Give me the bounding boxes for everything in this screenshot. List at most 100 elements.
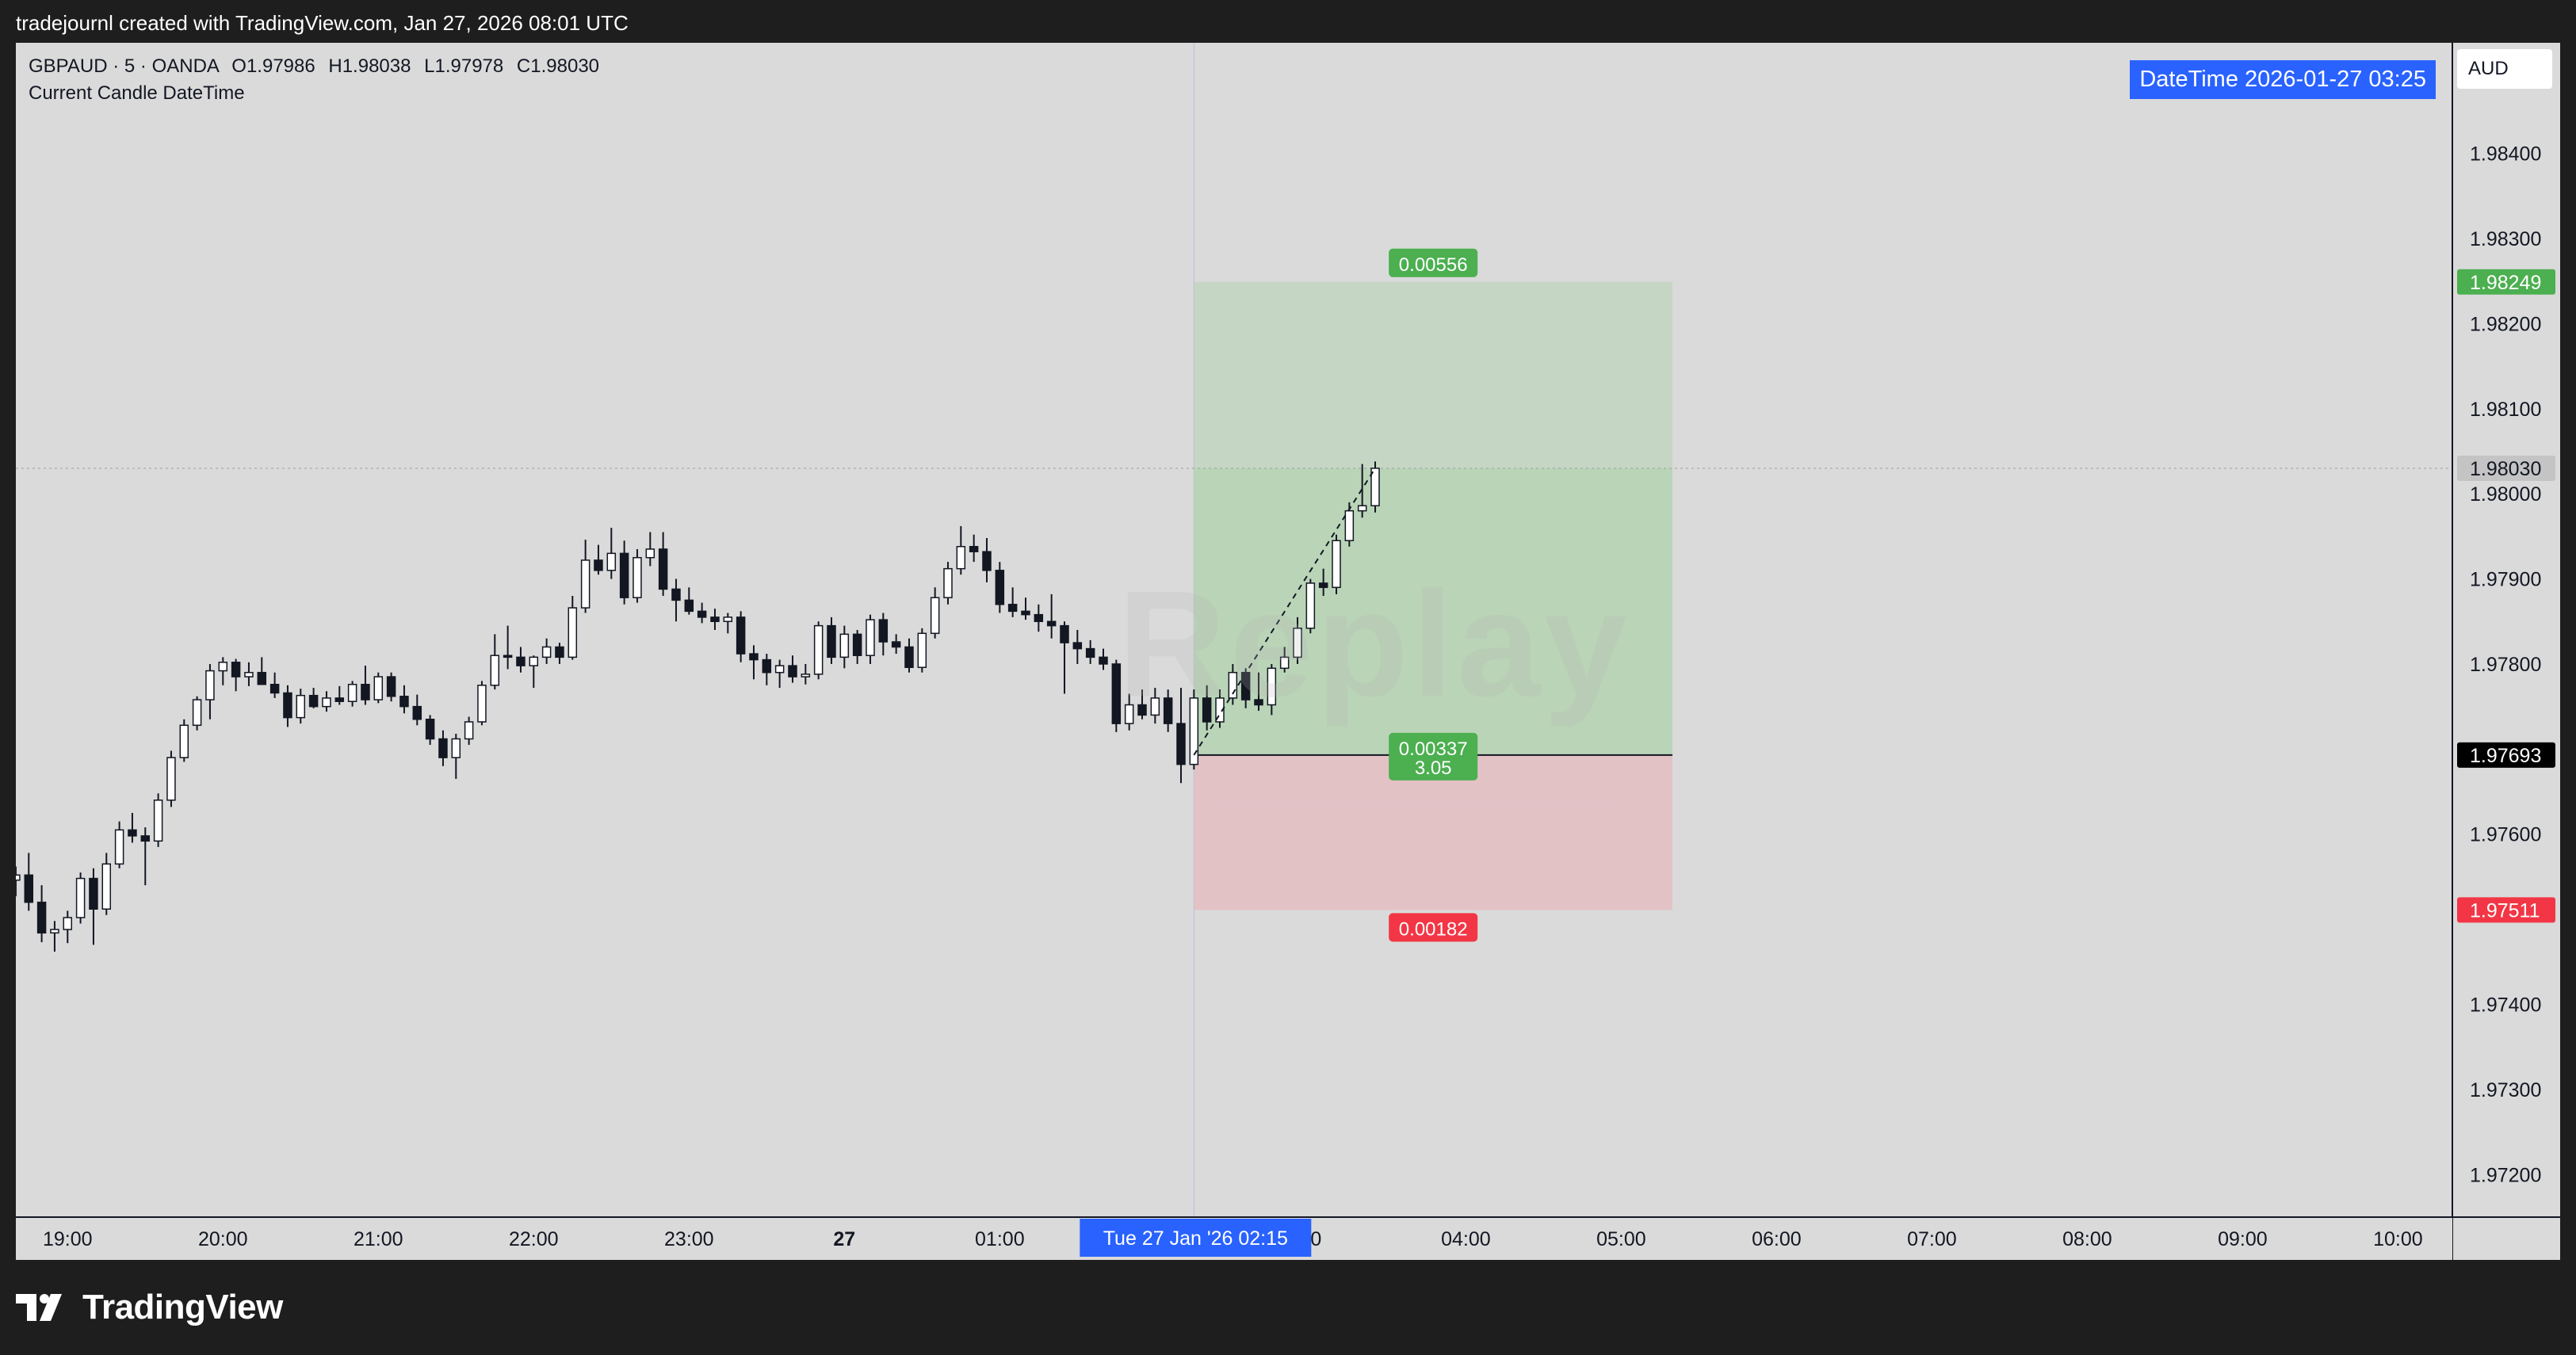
candle-body[interactable] bbox=[904, 646, 914, 669]
candle-body[interactable] bbox=[633, 556, 642, 598]
candle-body[interactable] bbox=[1267, 667, 1277, 706]
candle-body[interactable] bbox=[1357, 505, 1367, 512]
candle-body[interactable] bbox=[128, 829, 137, 837]
candle-body[interactable] bbox=[956, 546, 966, 570]
candle-body[interactable] bbox=[1332, 540, 1341, 589]
candle-body[interactable] bbox=[16, 874, 21, 881]
candle-body[interactable] bbox=[503, 655, 513, 658]
candle-body[interactable] bbox=[710, 616, 720, 623]
loss-zone[interactable] bbox=[1194, 754, 1673, 910]
candle-body[interactable] bbox=[1254, 699, 1263, 706]
candle-body[interactable] bbox=[891, 641, 901, 648]
candle-body[interactable] bbox=[943, 567, 953, 598]
candle-body[interactable] bbox=[568, 607, 578, 658]
candle-body[interactable] bbox=[490, 655, 500, 686]
candle-body[interactable] bbox=[361, 683, 370, 700]
candle-body[interactable] bbox=[114, 829, 124, 865]
candle-body[interactable] bbox=[296, 694, 306, 719]
candle-body[interactable] bbox=[1176, 723, 1186, 765]
candle-body[interactable] bbox=[697, 610, 707, 618]
candle-body[interactable] bbox=[1189, 697, 1199, 765]
candle-body[interactable] bbox=[1060, 624, 1069, 643]
candle-body[interactable] bbox=[244, 671, 254, 678]
candle-body[interactable] bbox=[399, 696, 409, 708]
candle-body[interactable] bbox=[24, 874, 34, 903]
candle-body[interactable] bbox=[308, 694, 319, 708]
candle-body[interactable] bbox=[1137, 704, 1147, 716]
candle-body[interactable] bbox=[917, 632, 927, 669]
candle-body[interactable] bbox=[995, 570, 1005, 605]
price-axis[interactable] bbox=[2452, 43, 2560, 1260]
candle-body[interactable] bbox=[166, 757, 176, 801]
candle-body[interactable] bbox=[257, 671, 267, 685]
candle-body[interactable] bbox=[982, 551, 992, 571]
candle-body[interactable] bbox=[1124, 704, 1134, 724]
indicator-legend[interactable]: Current Candle DateTime bbox=[29, 82, 245, 104]
candle-body[interactable] bbox=[1202, 697, 1212, 723]
candle-body[interactable] bbox=[192, 699, 202, 727]
candle-body[interactable] bbox=[75, 877, 86, 918]
candle-body[interactable] bbox=[101, 863, 112, 910]
candle-body[interactable] bbox=[464, 721, 474, 740]
candle-body[interactable] bbox=[89, 877, 98, 910]
candle-body[interactable] bbox=[1215, 697, 1225, 723]
candle-body[interactable] bbox=[813, 624, 824, 675]
candle-body[interactable] bbox=[1111, 663, 1122, 724]
candle-body[interactable] bbox=[1344, 510, 1355, 541]
candle-body[interactable] bbox=[1007, 604, 1018, 613]
candle-body[interactable] bbox=[322, 697, 331, 708]
candle-body[interactable] bbox=[1099, 656, 1108, 665]
candle-body[interactable] bbox=[1021, 610, 1030, 616]
candle-body[interactable] bbox=[425, 719, 435, 740]
candle-body[interactable] bbox=[179, 724, 189, 758]
candle-body[interactable] bbox=[373, 676, 384, 700]
candle-body[interactable] bbox=[606, 552, 617, 571]
candle-body[interactable] bbox=[347, 683, 357, 702]
candle-body[interactable] bbox=[283, 692, 292, 719]
candle-body[interactable] bbox=[1163, 697, 1173, 724]
candle-body[interactable] bbox=[684, 599, 694, 613]
candle-body[interactable] bbox=[140, 835, 151, 842]
candle-body[interactable] bbox=[774, 665, 785, 674]
candle-body[interactable] bbox=[1046, 620, 1057, 627]
candle-body[interactable] bbox=[827, 624, 836, 658]
candle-body[interactable] bbox=[762, 658, 772, 674]
candle-body[interactable] bbox=[269, 683, 280, 694]
candle-body[interactable] bbox=[1279, 656, 1290, 670]
candle-body[interactable] bbox=[1072, 642, 1083, 650]
candle-body[interactable] bbox=[736, 616, 746, 655]
candle-body[interactable] bbox=[334, 697, 345, 702]
candle-body[interactable] bbox=[788, 665, 797, 678]
candle-body[interactable] bbox=[1034, 613, 1044, 623]
candle-body[interactable] bbox=[619, 552, 629, 598]
candle-body[interactable] bbox=[723, 616, 733, 623]
candle-body[interactable] bbox=[63, 917, 73, 930]
candle-body[interactable] bbox=[516, 656, 526, 666]
candle-body[interactable] bbox=[969, 546, 979, 552]
candle-body[interactable] bbox=[866, 619, 875, 656]
candle-body[interactable] bbox=[1150, 697, 1160, 716]
candle-body[interactable] bbox=[1370, 468, 1380, 506]
candle-body[interactable] bbox=[1305, 582, 1316, 629]
candle-body[interactable] bbox=[1228, 671, 1238, 699]
currency-label[interactable]: AUD bbox=[2457, 49, 2552, 89]
candle-body[interactable] bbox=[852, 633, 862, 656]
symbol-title[interactable]: GBPAUD · 5 · OANDA bbox=[29, 55, 219, 77]
candle-body[interactable] bbox=[930, 597, 940, 635]
candle-body[interactable] bbox=[205, 670, 215, 700]
candle-body[interactable] bbox=[839, 633, 850, 658]
candle-body[interactable] bbox=[1085, 647, 1095, 658]
candle-body[interactable] bbox=[671, 588, 681, 601]
candle-body[interactable] bbox=[749, 653, 759, 661]
candle-body[interactable] bbox=[386, 676, 396, 697]
candle-body[interactable] bbox=[1318, 582, 1328, 589]
candle-body[interactable] bbox=[1293, 628, 1302, 658]
candle-body[interactable] bbox=[36, 901, 47, 934]
candle-body[interactable] bbox=[645, 548, 655, 559]
candle-body[interactable] bbox=[555, 646, 564, 658]
candle-body[interactable] bbox=[451, 738, 461, 758]
candle-body[interactable] bbox=[541, 646, 552, 658]
candle-body[interactable] bbox=[594, 559, 603, 571]
candle-body[interactable] bbox=[580, 559, 590, 609]
